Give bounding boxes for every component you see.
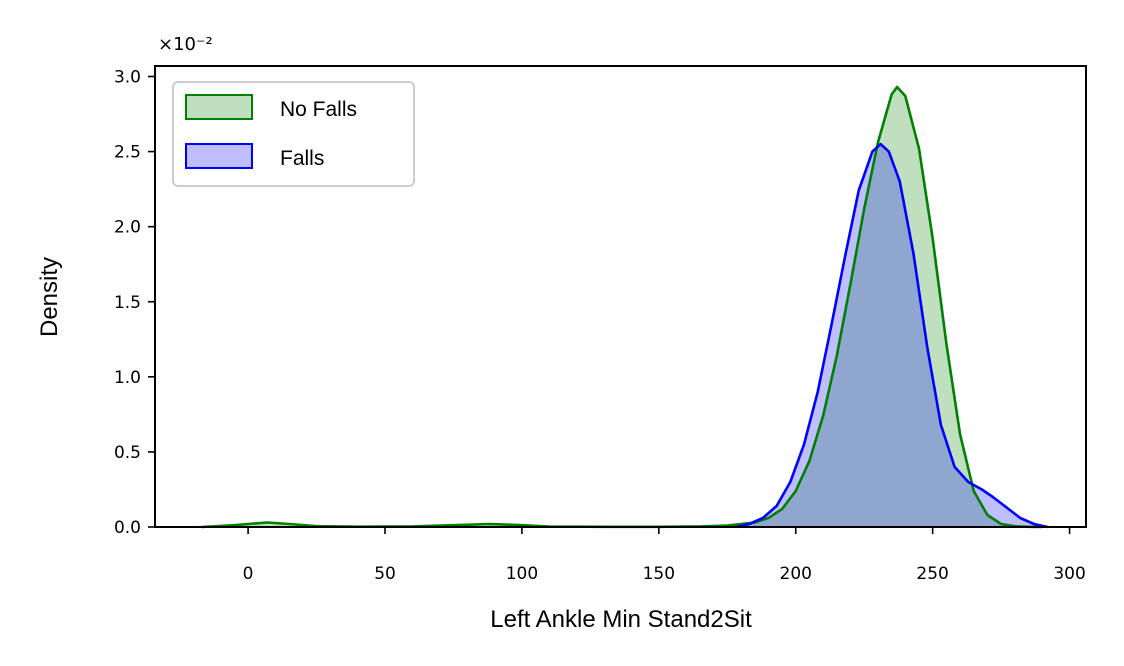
x-tick-label: 0 [243,564,254,584]
density-areas [201,87,1048,527]
x-tick-label: 250 [916,564,948,584]
x-tick-label: 300 [1053,564,1085,584]
y-tick-label: 2.0 [114,218,141,238]
legend-box [172,81,415,187]
plot-frame [154,65,1087,528]
density-area-no-falls [201,87,1043,527]
x-tick-label: 200 [780,564,812,584]
x-tick-label: 150 [643,564,675,584]
x-axis-title: Left Ankle Min Stand2Sit [490,606,752,633]
y-tick-label: 1.0 [114,368,141,388]
legend-swatch-no-falls [185,94,253,120]
y-tick-label: 2.5 [114,143,141,163]
y-tick-label: 1.5 [114,293,141,313]
y-offset-label: ×10⁻² [158,34,213,55]
legend-swatch-falls [185,143,253,169]
y-axis-title: Density [36,257,63,337]
x-tick-label: 50 [374,564,396,584]
x-axis: 0 50 100 150 200 250 300 [243,527,1086,584]
y-tick-label: 3.0 [114,68,141,88]
density-area-falls [735,144,1048,527]
x-tick-label: 100 [506,564,538,584]
y-tick-label: 0.5 [114,443,141,463]
density-line-falls [735,142,1048,529]
y-axis: 0.0 0.5 1.0 1.5 2.0 2.5 3.0 [114,68,155,538]
legend-label-falls: Falls [280,147,324,170]
y-tick-label: 0.0 [114,518,141,538]
legend-label-no-falls: No Falls [280,98,357,121]
legend: No Falls Falls [172,81,415,187]
